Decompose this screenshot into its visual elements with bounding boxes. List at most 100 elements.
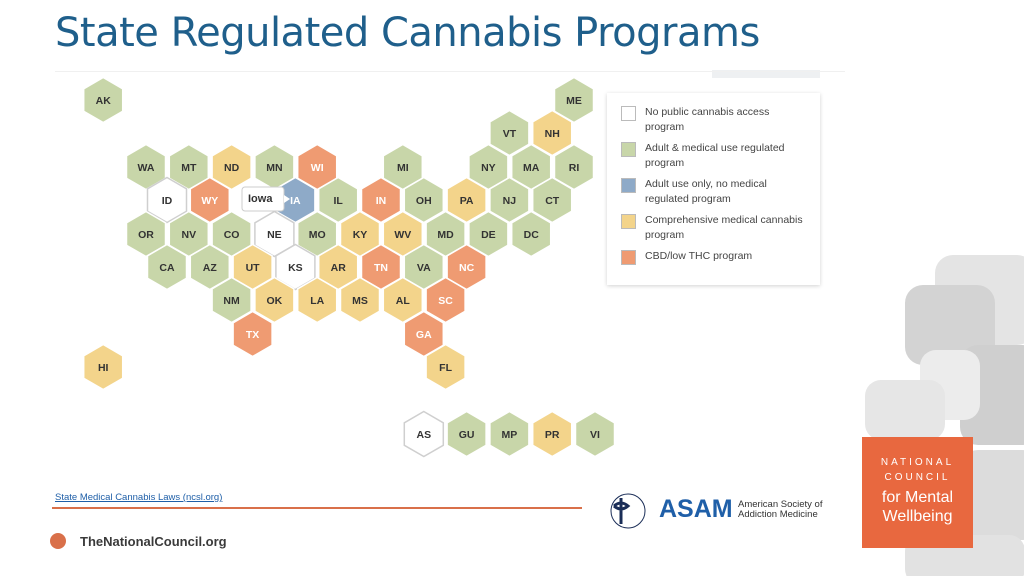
state-label: NE: [267, 229, 282, 241]
state-hex[interactable]: VA: [403, 243, 445, 291]
state-label: GA: [416, 329, 432, 341]
state-hex[interactable]: TN: [360, 243, 402, 291]
state-hex[interactable]: TX: [232, 310, 273, 358]
legend-swatch: [621, 106, 636, 121]
hex: [403, 243, 445, 291]
state-label: NM: [223, 295, 240, 307]
state-hex[interactable]: WV: [382, 210, 424, 258]
state-hex[interactable]: GU: [446, 410, 487, 458]
state-hex[interactable]: IL: [317, 176, 359, 224]
state-hex[interactable]: IN: [360, 176, 402, 224]
state-hex[interactable]: MA: [510, 143, 552, 191]
state-hex[interactable]: NE: [254, 210, 295, 258]
state-hex[interactable]: AR: [317, 243, 359, 291]
state-hex[interactable]: CA: [146, 243, 188, 291]
asam-text: ASAM: [659, 495, 733, 523]
state-hex[interactable]: MT: [168, 143, 210, 191]
state-hex[interactable]: KY: [339, 210, 381, 258]
state-label: DE: [481, 229, 496, 241]
state-hex[interactable]: RI: [553, 143, 595, 191]
state-label: IA: [290, 195, 301, 207]
state-label: AS: [417, 429, 432, 441]
hex: [403, 310, 445, 358]
hex: [382, 276, 424, 324]
hex: [468, 210, 509, 258]
state-hex[interactable]: NC: [446, 243, 487, 291]
state-hex[interactable]: WA: [125, 143, 167, 191]
state-label: WI: [311, 162, 324, 174]
legend-label: Adult use only, no medical regulated pro…: [645, 178, 767, 205]
legend-swatch: [621, 142, 636, 157]
hex: [510, 210, 552, 258]
state-label: ND: [224, 162, 240, 174]
state-hex[interactable]: NH: [531, 109, 573, 157]
state-hex[interactable]: UT: [232, 243, 273, 291]
state-label: MN: [266, 162, 282, 174]
hex: [296, 143, 338, 191]
hex: [531, 109, 573, 157]
state-label: NY: [481, 162, 496, 174]
hex: [382, 143, 424, 191]
legend-item: Adult use only, no medical regulated pro…: [621, 177, 810, 207]
state-hex[interactable]: WY: [189, 176, 231, 224]
state-hex[interactable]: VT: [489, 109, 530, 157]
tooltip-arrow: [284, 195, 290, 203]
state-hex[interactable]: ND: [211, 143, 252, 191]
state-hex[interactable]: NV: [168, 210, 210, 258]
state-label: OH: [416, 195, 432, 207]
state-hex[interactable]: WI: [296, 143, 338, 191]
asam-line: Addiction Medicine: [738, 509, 818, 520]
decor-bar: [712, 70, 820, 78]
state-hex[interactable]: AZ: [189, 243, 231, 291]
state-label: SC: [438, 295, 453, 307]
state-label: AK: [96, 95, 112, 107]
state-hex[interactable]: VI: [574, 410, 616, 458]
state-hex[interactable]: DE: [468, 210, 509, 258]
legend-item: Comprehensive medical cannabis program: [621, 213, 810, 243]
state-hex[interactable]: PR: [531, 410, 573, 458]
state-hex[interactable]: KS: [275, 243, 316, 291]
state-label: MS: [352, 295, 368, 307]
divider: [52, 507, 582, 509]
state-hex[interactable]: NY: [468, 143, 509, 191]
state-hex[interactable]: OK: [254, 276, 295, 324]
state-hex[interactable]: AL: [382, 276, 424, 324]
state-label: TN: [374, 262, 388, 274]
hex: [531, 176, 573, 224]
site-name: TheNationalCouncil.org: [80, 534, 227, 549]
state-hex[interactable]: ME: [553, 76, 595, 124]
logo-line: NATIONAL: [880, 457, 955, 468]
state-hex[interactable]: MS: [339, 276, 381, 324]
state-label: FL: [439, 362, 452, 374]
state-hex[interactable]: OH: [403, 176, 445, 224]
state-hex[interactable]: ID: [146, 176, 188, 224]
state-hex[interactable]: AS: [403, 410, 445, 458]
state-hex[interactable]: SC: [425, 276, 466, 324]
state-hex[interactable]: NJ: [489, 176, 530, 224]
hex: [425, 343, 466, 391]
state-hex[interactable]: PA: [446, 176, 487, 224]
state-label: RI: [569, 162, 580, 174]
source-link[interactable]: State Medical Cannabis Laws (ncsl.org): [55, 492, 223, 503]
state-hex[interactable]: GA: [403, 310, 445, 358]
state-hex[interactable]: MI: [382, 143, 424, 191]
state-hex[interactable]: AK: [82, 76, 124, 124]
hex: [254, 210, 295, 258]
state-hex[interactable]: LA: [296, 276, 338, 324]
state-hex[interactable]: CO: [211, 210, 252, 258]
state-hex[interactable]: MP: [489, 410, 530, 458]
state-hex[interactable]: OR: [125, 210, 167, 258]
state-hex[interactable]: DC: [510, 210, 552, 258]
state-hex[interactable]: HI: [82, 343, 124, 391]
state-hex[interactable]: MD: [425, 210, 466, 258]
state-hex[interactable]: MO: [296, 210, 338, 258]
legend-swatch: [621, 250, 636, 265]
state-hex[interactable]: FL: [425, 343, 466, 391]
legend-item: CBD/low THC program: [621, 249, 810, 265]
hex: [211, 143, 252, 191]
state-label: CO: [224, 229, 240, 241]
state-hex[interactable]: CT: [531, 176, 573, 224]
title: State Regulated Cannabis Programs: [55, 10, 760, 56]
state-hex[interactable]: NM: [211, 276, 252, 324]
hex: [489, 109, 530, 157]
